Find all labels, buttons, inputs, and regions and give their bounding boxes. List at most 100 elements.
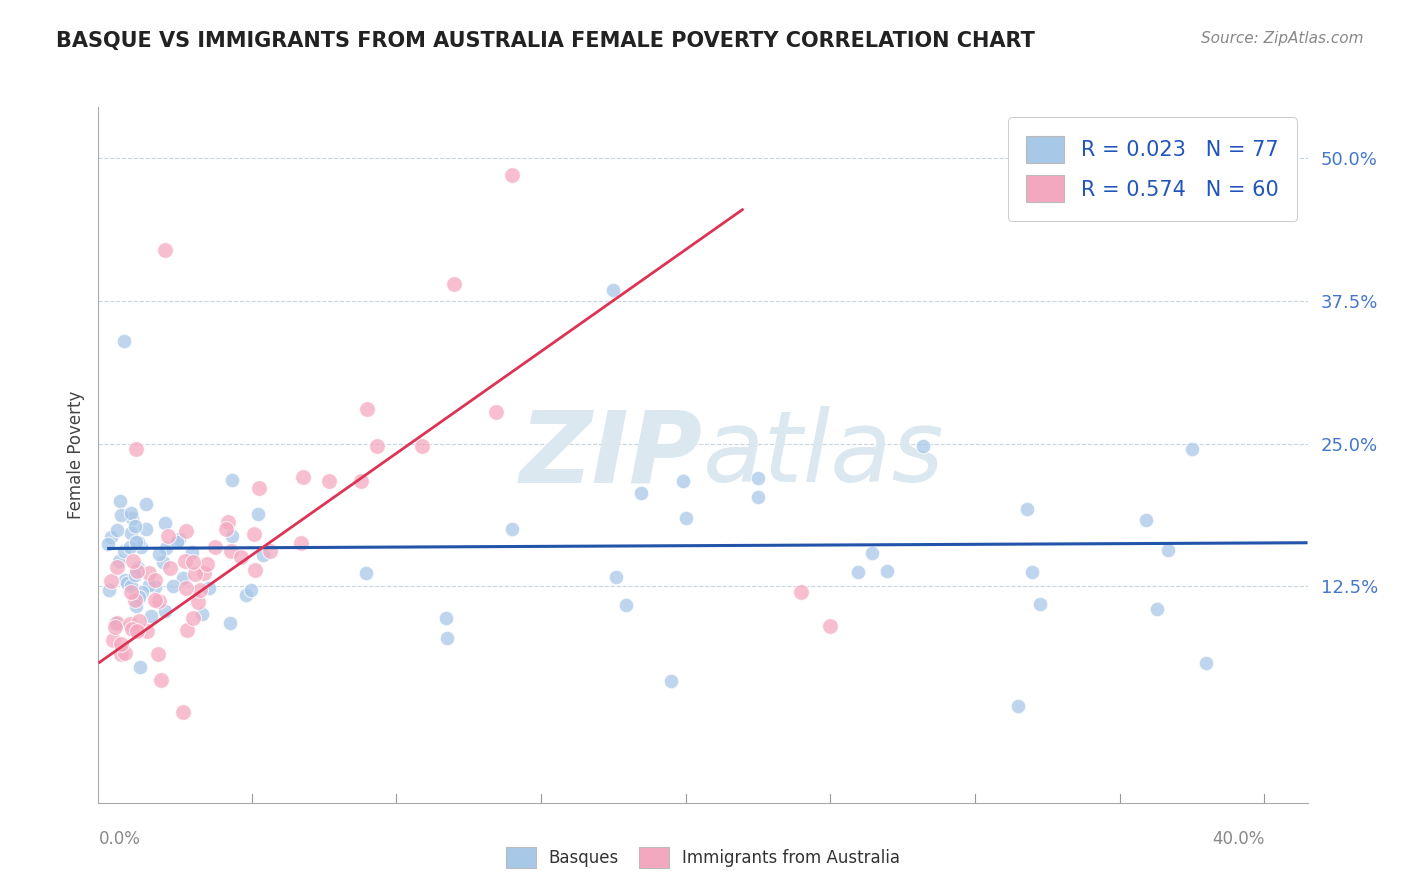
Text: 0.0%: 0.0% [98, 830, 141, 848]
Point [1015, 501, 1038, 516]
Point [172, 571, 194, 585]
Point [105, 615, 128, 630]
Point [180, 545, 202, 559]
Point [138, 566, 160, 580]
Point [100, 530, 122, 544]
Point [747, 490, 769, 504]
Point [911, 439, 934, 453]
Point [103, 616, 125, 631]
Point [120, 526, 142, 541]
Point [747, 471, 769, 485]
Point [675, 510, 697, 524]
Point [141, 609, 163, 624]
Point [166, 535, 188, 549]
Point [235, 588, 257, 602]
Point [121, 622, 143, 636]
Point [659, 673, 682, 688]
Point [162, 579, 184, 593]
Point [136, 624, 159, 638]
Point [366, 438, 388, 452]
Point [172, 705, 194, 719]
Point [153, 604, 176, 618]
Point [188, 583, 211, 598]
Point [156, 529, 179, 543]
Point [221, 529, 243, 543]
Point [1135, 513, 1157, 527]
Text: atlas: atlas [703, 407, 945, 503]
Point [125, 599, 148, 613]
Point [135, 498, 157, 512]
Point [240, 582, 263, 597]
Point [350, 474, 373, 488]
Point [846, 566, 869, 580]
Point [193, 566, 215, 580]
Point [174, 554, 197, 568]
Point [187, 594, 209, 608]
Point [1146, 602, 1168, 616]
Point [127, 561, 149, 575]
Point [97, 582, 120, 597]
Point [97, 536, 120, 550]
Point [204, 541, 226, 555]
Point [146, 647, 169, 661]
Text: BASQUE VS IMMIGRANTS FROM AUSTRALIA FEMALE POVERTY CORRELATION CHART: BASQUE VS IMMIGRANTS FROM AUSTRALIA FEMA… [56, 31, 1035, 51]
Point [243, 527, 266, 541]
Point [125, 624, 148, 639]
Point [169, 532, 191, 546]
Point [114, 646, 136, 660]
Point [108, 494, 131, 508]
Point [217, 515, 239, 529]
Point [125, 564, 148, 578]
Point [143, 573, 166, 587]
Point [112, 544, 135, 558]
Point [115, 576, 138, 591]
Point [155, 516, 177, 530]
Point [614, 598, 637, 612]
Point [605, 570, 627, 584]
Point [153, 243, 176, 257]
Point [1028, 597, 1050, 611]
Point [124, 567, 146, 582]
Point [181, 555, 204, 569]
Point [148, 547, 170, 561]
Point [110, 647, 132, 661]
Point [630, 485, 652, 500]
Point [110, 508, 132, 522]
Point [118, 540, 141, 554]
Point [143, 592, 166, 607]
Point [108, 553, 131, 567]
Point [876, 564, 898, 578]
Point [252, 548, 274, 562]
Point [436, 610, 458, 624]
Point [318, 474, 340, 488]
Point [672, 474, 695, 488]
Y-axis label: Female Poverty: Female Poverty [66, 391, 84, 519]
Point [485, 405, 508, 419]
Point [129, 540, 152, 554]
Point [229, 549, 252, 564]
Point [1007, 698, 1029, 713]
Point [290, 535, 312, 549]
Point [104, 620, 127, 634]
Point [292, 469, 315, 483]
Text: ZIP: ZIP [520, 407, 703, 503]
Point [219, 615, 242, 630]
Point [195, 557, 218, 571]
Point [214, 522, 236, 536]
Point [121, 511, 143, 525]
Point [100, 574, 122, 588]
Point [411, 440, 433, 454]
Point [501, 522, 523, 536]
Point [181, 611, 204, 625]
Point [184, 566, 207, 581]
Point [860, 546, 883, 560]
Point [1157, 543, 1180, 558]
Point [120, 585, 142, 599]
Point [124, 593, 146, 607]
Point [1195, 656, 1218, 670]
Point [129, 660, 152, 674]
Point [820, 619, 842, 633]
Point [259, 544, 281, 558]
Point [790, 584, 813, 599]
Point [246, 507, 269, 521]
